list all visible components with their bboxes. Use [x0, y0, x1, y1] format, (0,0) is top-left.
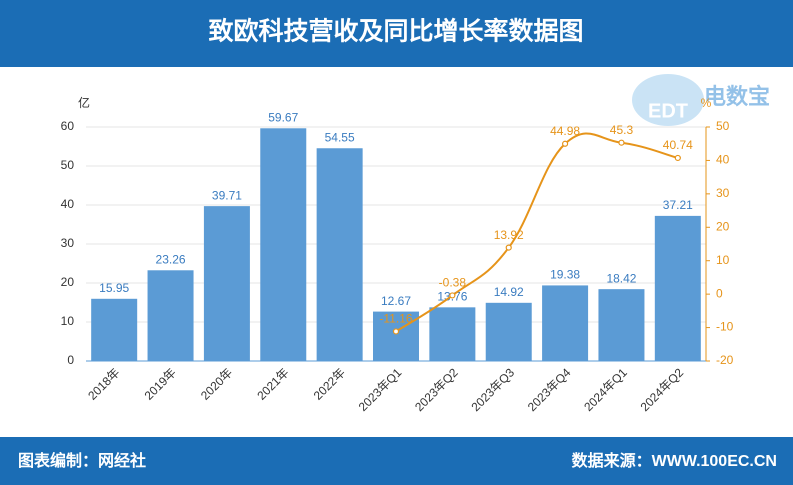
bar: [429, 307, 476, 361]
bar-label: 15.95: [99, 281, 129, 295]
bar: [203, 206, 250, 361]
header-band: [0, 0, 793, 67]
y2-tick-label: 0: [716, 286, 723, 300]
bar-label: 14.92: [494, 285, 524, 299]
bar: [260, 128, 307, 361]
y2-tick-label: 50: [716, 119, 730, 133]
y2-tick-label: 20: [716, 219, 730, 233]
bar-label: 54.55: [325, 130, 355, 144]
bar: [542, 285, 589, 361]
y-tick-label: 40: [61, 197, 75, 211]
line-label: 13.92: [494, 228, 524, 242]
bar-label: 23.26: [156, 252, 186, 266]
line-point: [449, 292, 456, 299]
bar-label: 39.71: [212, 188, 242, 202]
logo-name: 电数宝: [704, 84, 770, 109]
bar: [316, 148, 363, 361]
bar: [598, 289, 645, 361]
line-label: 40.74: [663, 138, 693, 152]
y-tick-label: 50: [61, 158, 75, 172]
y2-tick-label: -20: [716, 353, 734, 367]
y-tick-label: 20: [61, 275, 75, 289]
line-point: [618, 139, 625, 146]
footer-right: 数据来源：WWW.100EC.CN: [572, 451, 777, 470]
bar: [91, 298, 138, 361]
y2-tick-label: 40: [716, 153, 730, 167]
y-tick-label: 10: [61, 314, 75, 328]
y2-tick-label: -10: [716, 320, 734, 334]
line-point: [505, 244, 512, 251]
bar: [373, 311, 419, 361]
logo-mark: EDT: [648, 100, 688, 122]
logo: EDT 电数宝: [632, 74, 770, 126]
line-point: [674, 154, 681, 162]
y-tick-label: 60: [61, 119, 75, 133]
y2-tick-label: 10: [716, 253, 730, 267]
logo-cloud: [632, 74, 704, 126]
y-tick-label: 30: [61, 236, 75, 250]
bar-label: 19.38: [550, 268, 580, 282]
bar-label: 18.42: [606, 271, 636, 285]
footer-band: [0, 437, 793, 485]
bar: [485, 302, 532, 361]
line-label: -0.38: [439, 276, 467, 290]
chart-title: 致欧科技营收及同比增长率数据图: [208, 17, 583, 46]
y2-tick-label: 30: [716, 186, 730, 200]
bar: [147, 270, 194, 361]
y2-unit: %: [701, 96, 712, 110]
line-label: 45.3: [610, 123, 634, 137]
line-label: 44.98: [550, 124, 580, 138]
bar-label: 12.67: [381, 294, 411, 308]
bar-label: 37.21: [663, 198, 693, 212]
footer-left: 图表编制：网经社: [18, 451, 146, 470]
line-point: [392, 328, 400, 335]
bar-label: 59.67: [268, 110, 298, 124]
bar: [654, 215, 701, 361]
line-label: -11.16: [379, 312, 412, 326]
y-unit: 亿: [78, 95, 90, 110]
line-point: [561, 140, 569, 147]
y-tick-label: 0: [67, 353, 74, 367]
